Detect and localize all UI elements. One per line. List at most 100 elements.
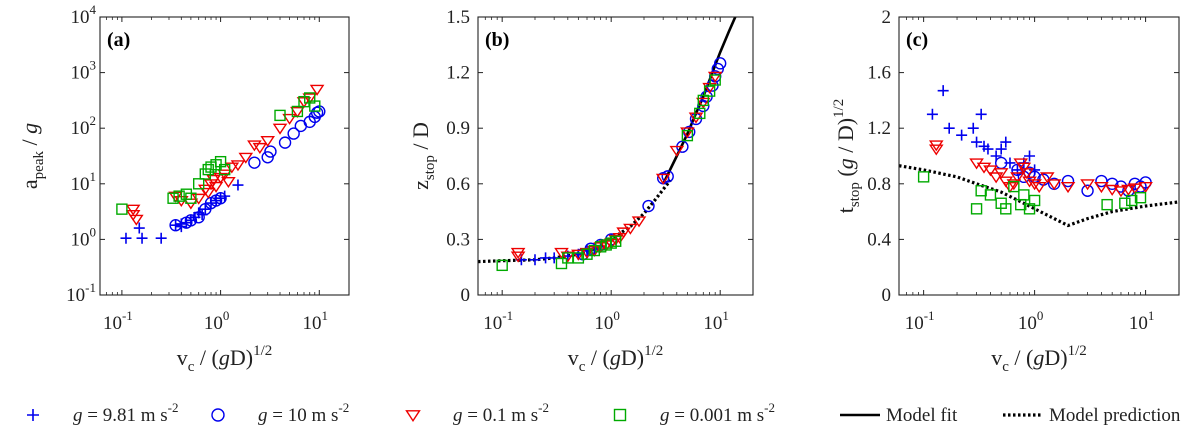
x-tick-base: 10 <box>594 313 613 334</box>
legend-label-italic: g <box>73 405 83 426</box>
x-tick-base: 10 <box>1018 313 1037 334</box>
data-layer <box>117 85 325 243</box>
y-tick-label: 100 <box>71 224 97 250</box>
x-tick-exp: 0 <box>613 308 620 323</box>
x-tick-label: 10-1 <box>103 308 133 334</box>
legend-item: Model fit <box>840 405 958 426</box>
point-g98 <box>956 130 967 141</box>
x-tick-label: 101 <box>1129 308 1155 334</box>
point-g0001 <box>919 172 929 182</box>
point-g98 <box>944 123 955 134</box>
legend-item: g = 9.81 m s-2 <box>27 400 178 426</box>
x-tick-base: 10 <box>703 313 722 334</box>
x-label-main: v <box>177 345 188 370</box>
panel-label: (b) <box>485 29 509 51</box>
y-tick-label: 0.9 <box>446 118 470 139</box>
x-label-italic: g <box>1033 345 1044 370</box>
point-g10 <box>280 137 291 148</box>
legend-label: g = 9.81 m s-2 <box>73 400 178 426</box>
x-tick-label: 10-1 <box>905 308 935 334</box>
plot-frame <box>478 17 753 295</box>
legend-label-rest: = 0.1 m s <box>463 405 539 426</box>
x-label-rest: / ( <box>1009 345 1033 370</box>
y-label-sup: 1/2 <box>831 99 847 118</box>
legend-label-rest: = 9.81 m s <box>83 405 168 426</box>
point-g0001 <box>972 204 982 214</box>
y-tick-label: 0.4 <box>867 229 891 250</box>
x-tick-exp: 1 <box>322 308 329 323</box>
point-g01 <box>262 137 274 146</box>
x-label-sup: 1/2 <box>644 343 663 359</box>
y-tick-base: 10 <box>71 174 90 195</box>
legend-label: g = 0.1 m s-2 <box>453 400 549 426</box>
point-g0001 <box>976 186 986 196</box>
legend-item: g = 10 m s-2 <box>212 400 349 426</box>
y-tick-label: 0.3 <box>446 229 470 250</box>
x-tick-label: 101 <box>703 308 729 334</box>
x-tick-label: 100 <box>594 308 620 334</box>
x-label-rest2: D) <box>1044 345 1067 370</box>
data-layer <box>478 15 736 270</box>
panel-1: 10-1 100 10110-1100101102103104(a)vc / (gD… <box>17 2 349 375</box>
y-label-main: z <box>408 180 433 190</box>
data-layer <box>899 85 1179 225</box>
x-tick-exp: -1 <box>924 308 935 323</box>
x-label-italic: g <box>219 345 230 370</box>
y-tick-exp: 2 <box>90 113 97 128</box>
y-tick-exp: 4 <box>90 2 97 17</box>
y-tick-label: 1.5 <box>446 7 470 28</box>
legend-label: g = 0.001 m s-2 <box>660 400 775 426</box>
model-fit-line <box>663 15 736 184</box>
y-tick-label: 0.6 <box>446 174 470 195</box>
y-tick-label: 2 <box>882 7 892 28</box>
point-g0001 <box>1102 200 1112 210</box>
x-label-sup: 1/2 <box>253 343 272 359</box>
point-g98 <box>938 85 949 96</box>
legend-label: Model fit <box>886 405 958 426</box>
x-tick-base: 10 <box>1129 313 1148 334</box>
legend-label-italic: g <box>258 405 268 426</box>
y-tick-exp: -1 <box>85 280 96 295</box>
x-label-sup: 1/2 <box>1068 343 1087 359</box>
legend-triangle-marker <box>407 411 420 421</box>
y-label-sub: stop <box>847 182 863 207</box>
point-g01 <box>130 215 142 224</box>
legend-square-marker <box>615 410 626 421</box>
legend-label-rest: = 0.001 m s <box>670 405 765 426</box>
x-label-rest2: D) <box>230 345 253 370</box>
point-g98 <box>927 109 938 120</box>
legend-label-sup: -2 <box>538 400 549 415</box>
x-axis-label: vc / (gD)1/2 <box>177 343 273 375</box>
point-g01 <box>291 108 303 117</box>
y-tick-label: 0 <box>882 285 892 306</box>
x-tick-label: 10-1 <box>483 308 513 334</box>
y-tick-label: 102 <box>71 113 97 139</box>
x-label-main: v <box>991 345 1002 370</box>
x-tick-base: 10 <box>303 313 322 334</box>
legend-label-rest: = 10 m s <box>268 405 339 426</box>
legend-item: Model prediction <box>1003 405 1181 426</box>
y-tick-label: 101 <box>71 169 97 195</box>
legend-label-italic: g <box>453 405 463 426</box>
x-tick-exp: -1 <box>502 308 513 323</box>
legend-label: g = 10 m s-2 <box>258 400 349 426</box>
point-g98 <box>137 233 148 244</box>
x-tick-label: 101 <box>303 308 329 334</box>
y-tick-base: 10 <box>71 229 90 250</box>
legend-label: Model prediction <box>1049 405 1181 426</box>
legend-plus-marker <box>27 409 39 421</box>
y-tick-label: 103 <box>71 58 97 84</box>
y-tick-label: 0 <box>461 285 471 306</box>
point-g98 <box>529 254 540 265</box>
point-g0001 <box>1019 190 1029 200</box>
y-tick-label: 1.2 <box>867 118 891 139</box>
legend-item: g = 0.001 m s-2 <box>615 400 775 426</box>
legend-label-sup: -2 <box>764 400 775 415</box>
y-label-italic: g <box>833 158 858 169</box>
point-g0001 <box>117 204 127 214</box>
panel-label: (a) <box>107 29 130 51</box>
y-label-rest: / <box>17 134 42 151</box>
y-axis-label: zstop / D <box>408 122 438 190</box>
